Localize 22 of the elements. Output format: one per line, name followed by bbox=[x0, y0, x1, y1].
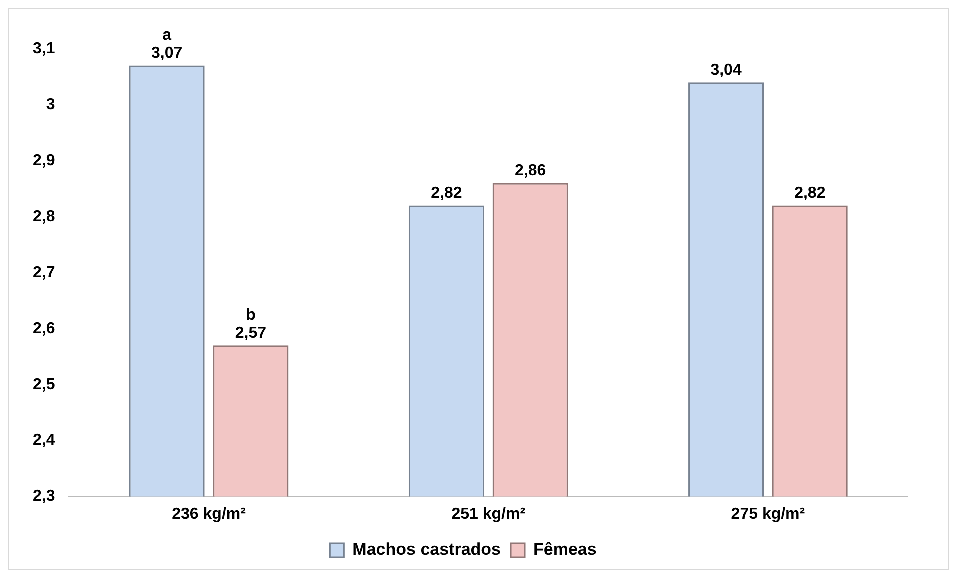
y-tick-label: 2,8 bbox=[32, 208, 56, 226]
legend-label: Machos castrados bbox=[352, 540, 502, 560]
data-label: 3,04 bbox=[710, 62, 742, 79]
data-label: 2,82 bbox=[431, 185, 462, 202]
x-tick-label: 236 kg/m² bbox=[172, 506, 246, 523]
data-label: 2,86 bbox=[514, 162, 546, 180]
y-tick-label: 2,3 bbox=[32, 488, 56, 506]
y-tick-label: 2,5 bbox=[32, 376, 56, 394]
y-tick-label: 2,4 bbox=[32, 432, 56, 450]
data-label: 2,57 bbox=[235, 325, 267, 342]
text: a bbox=[162, 27, 172, 44]
y-tick-label: 3 bbox=[46, 96, 56, 114]
annotation: b bbox=[246, 307, 256, 324]
y-tick-label: 2,6 bbox=[32, 320, 56, 338]
data-label: 2,82 bbox=[794, 185, 826, 202]
y-tick-label: 3,1 bbox=[32, 40, 56, 58]
y-tick-label: 2,7 bbox=[32, 264, 56, 282]
legend-label: Fêmeas bbox=[534, 540, 597, 560]
y-tick-label: 2,9 bbox=[32, 152, 56, 170]
x-tick-label: 275 kg/m² bbox=[731, 506, 806, 523]
x-tick-label: 251 kg/m² bbox=[452, 506, 526, 523]
data-label: 3,07 bbox=[152, 45, 183, 62]
